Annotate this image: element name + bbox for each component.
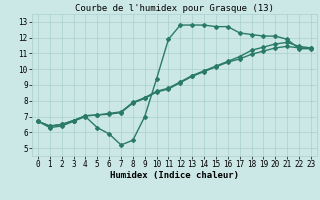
X-axis label: Humidex (Indice chaleur): Humidex (Indice chaleur) (110, 171, 239, 180)
Title: Courbe de l'humidex pour Grasque (13): Courbe de l'humidex pour Grasque (13) (75, 4, 274, 13)
